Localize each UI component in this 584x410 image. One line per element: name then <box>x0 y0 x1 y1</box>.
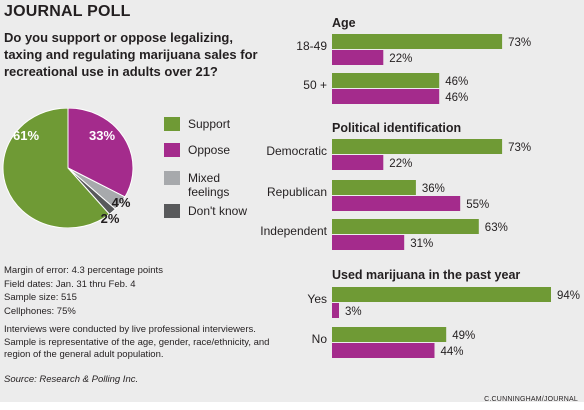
bar-value-label: 44% <box>441 346 464 358</box>
pie-label-mixed: 4% <box>112 195 131 210</box>
group-title: Used marijuana in the past year <box>332 268 520 282</box>
bar-value-label: 73% <box>508 142 531 154</box>
dont-know-swatch <box>164 204 180 218</box>
field-dates: Field dates: Jan. 31 thru Feb. 4 <box>4 278 136 290</box>
pie-label-dont-know: 2% <box>101 211 120 226</box>
legend-label-oppose: Oppose <box>188 143 231 157</box>
support-swatch <box>164 117 180 131</box>
bar-value-label: 55% <box>466 199 489 211</box>
bar-value-label: 36% <box>422 183 445 195</box>
cellphones-share: Cellphones: 75% <box>4 305 76 317</box>
group-title: Political identification <box>332 121 461 135</box>
bar-value-label: 94% <box>557 290 580 302</box>
category-label: Independent <box>260 224 327 238</box>
bottom-stripe <box>0 402 584 410</box>
category-label: No <box>312 332 328 346</box>
methodology-note: Interviews were conducted by live profes… <box>4 324 270 360</box>
pie-label-oppose: 33% <box>89 128 115 143</box>
category-label: 18-49 <box>296 39 327 53</box>
poll-question: Do you support or oppose legalizing, tax… <box>4 30 258 79</box>
legend-label-dont-know: Don't know <box>188 204 247 218</box>
pie-label-support: 61% <box>13 128 39 143</box>
overall-pie-chart: 61% 33% 4%2% <box>2 108 134 228</box>
bar-value-label: 3% <box>345 306 362 318</box>
legend-item-support: Support <box>164 117 258 131</box>
bar-value-label: 46% <box>445 76 468 88</box>
bar-support <box>332 34 503 49</box>
mixed-swatch <box>164 171 180 185</box>
bar-value-label: 22% <box>389 158 412 170</box>
bar-support <box>332 327 447 342</box>
category-label: 50 + <box>303 78 327 92</box>
legend-item-mixed: Mixed feelings <box>164 171 258 199</box>
pie-slice-oppose <box>67 108 134 198</box>
poll-title: JOURNAL POLL <box>4 3 131 20</box>
category-label: Democratic <box>266 144 327 158</box>
bar-value-label: 31% <box>410 238 433 250</box>
bar-oppose <box>332 89 440 104</box>
group-title: Age <box>332 16 356 30</box>
bar-oppose <box>332 50 384 65</box>
bar-oppose <box>332 196 461 211</box>
margin-of-error: Margin of error: 4.3 percentage points <box>4 265 163 276</box>
bar-value-label: 63% <box>485 222 508 234</box>
oppose-swatch <box>164 143 180 157</box>
bar-oppose <box>332 235 405 250</box>
bar-support <box>332 180 416 195</box>
bar-support <box>332 139 503 154</box>
bar-support <box>332 287 551 302</box>
methodology-block: Margin of error: 4.3 percentage points F… <box>4 264 304 318</box>
bar-value-label: 73% <box>508 37 531 49</box>
bar-value-label: 49% <box>452 330 475 342</box>
sample-size: Sample size: 515 <box>4 292 77 303</box>
bar-value-label: 22% <box>389 53 412 65</box>
bar-oppose <box>332 155 384 170</box>
category-label: Republican <box>267 185 327 199</box>
source-line: Source: Research & Polling Inc. <box>4 374 139 385</box>
bar-oppose <box>332 303 339 318</box>
bar-support <box>332 219 479 234</box>
pie-slice-support <box>2 108 111 228</box>
category-label: Yes <box>307 292 327 306</box>
bar-oppose <box>332 343 435 358</box>
graphic-credit: C.CUNNINGHAM/JOURNAL <box>484 396 578 403</box>
bar-value-label: 46% <box>445 92 468 104</box>
legend-label-support: Support <box>188 117 231 131</box>
legend-item-dont-know: Don't know <box>164 204 258 218</box>
legend-label-mixed: Mixed feelings <box>188 171 230 199</box>
breakdown-bar-chart: Age 73% 22% 18-49 46% 46% 50 + Political identi… <box>260 16 580 358</box>
bar-support <box>332 73 440 88</box>
legend-item-oppose: Oppose <box>164 143 258 157</box>
